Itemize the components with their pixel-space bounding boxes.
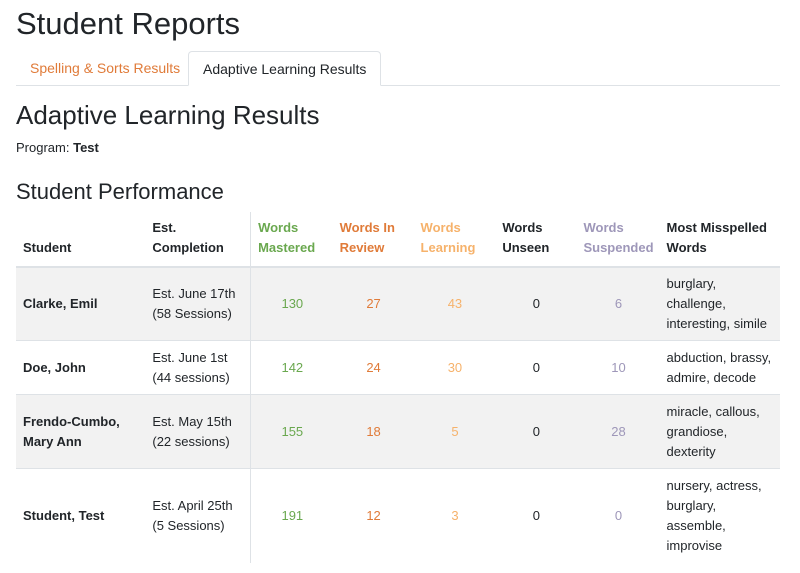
words-learning-cell: 30 [413, 340, 496, 395]
words-mastered-cell: 155 [250, 394, 333, 469]
words-unseen-cell: 0 [495, 468, 577, 563]
performance-table: Student Est. Completion Words Mastered W… [16, 212, 780, 563]
est-sessions: (58 Sessions) [152, 306, 232, 321]
header-words-learning: Words Learning [413, 212, 496, 268]
header-most-misspelled: Most Misspelled Words [659, 212, 780, 268]
est-sessions: (5 Sessions) [152, 517, 225, 533]
page-title: Student Reports [16, 6, 241, 41]
tab-spelling-sorts-results[interactable]: Spelling & Sorts Results [30, 60, 181, 76]
header-words-suspended: Words Suspended [576, 212, 660, 268]
words-in-review-cell: 27 [332, 266, 414, 341]
words-mastered-cell: 130 [250, 266, 333, 341]
words-mastered-cell: 142 [250, 340, 333, 395]
most-misspelled-cell: nursery, actress, burglary, assemble, im… [659, 468, 780, 563]
words-suspended-cell: 6 [576, 266, 660, 341]
est-completion: Est. June 17th (58 Sessions) [145, 266, 251, 341]
most-misspelled-cell: abduction, brassy, admire, decode [659, 340, 780, 395]
words-suspended-cell: 0 [576, 468, 660, 563]
student-name: Doe, John [16, 340, 146, 395]
est-completion: Est. May 15th (22 sessions) [145, 394, 251, 469]
est-completion: Est. April 25th (5 Sessions) [145, 468, 251, 563]
performance-title: Student Performance [16, 179, 224, 204]
header-est-completion: Est. Completion [145, 212, 251, 268]
program-label: Program: [16, 140, 70, 155]
program-value: Test [73, 140, 99, 155]
most-misspelled-cell: miracle, callous, grandiose, dexterity [659, 394, 780, 469]
tab-adaptive-learning-results[interactable]: Adaptive Learning Results [188, 51, 382, 86]
header-words-in-review: Words In Review [332, 212, 414, 268]
table-row: Doe, John Est. June 1st (44 sessions) 14… [16, 340, 780, 395]
words-learning-cell: 43 [413, 266, 496, 341]
section-title: Adaptive Learning Results [16, 100, 320, 130]
est-completion: Est. June 1st (44 sessions) [145, 340, 251, 395]
program-info: Program: Test [16, 139, 99, 157]
words-in-review-cell: 18 [332, 394, 414, 469]
est-date: Est. May 15th [152, 413, 232, 429]
words-in-review-cell: 24 [332, 340, 414, 395]
words-mastered-cell: 191 [250, 468, 333, 563]
words-learning-cell: 5 [413, 394, 496, 469]
student-name: Clarke, Emil [16, 266, 146, 341]
est-sessions: (22 sessions) [152, 433, 230, 449]
table-row: Frendo-Cumbo, Mary Ann Est. May 15th (22… [16, 394, 780, 469]
est-date: Est. June 17th [152, 286, 236, 301]
words-in-review-cell: 12 [332, 468, 414, 563]
most-misspelled-cell: burglary, challenge, interesting, simile [659, 266, 780, 341]
student-name: Frendo-Cumbo, Mary Ann [16, 394, 146, 469]
words-unseen-cell: 0 [495, 340, 577, 395]
words-suspended-cell: 10 [576, 340, 660, 395]
words-unseen-cell: 0 [495, 394, 577, 469]
est-sessions: (44 sessions) [152, 369, 230, 385]
header-student: Student [16, 212, 146, 268]
words-learning-cell: 3 [413, 468, 496, 563]
est-date: Est. June 1st [152, 349, 228, 365]
table-header-row: Student Est. Completion Words Mastered W… [16, 212, 780, 268]
words-suspended-cell: 28 [576, 394, 660, 469]
student-name: Student, Test [16, 468, 146, 563]
table-row: Student, Test Est. April 25th (5 Session… [16, 468, 780, 563]
header-words-unseen: Words Unseen [495, 212, 577, 268]
report-tabs: Spelling & Sorts Results Adaptive Learni… [16, 51, 780, 86]
est-date: Est. April 25th [152, 497, 233, 513]
header-words-mastered: Words Mastered [250, 212, 333, 268]
words-unseen-cell: 0 [495, 266, 577, 341]
table-row: Clarke, Emil Est. June 17th (58 Sessions… [16, 266, 780, 341]
